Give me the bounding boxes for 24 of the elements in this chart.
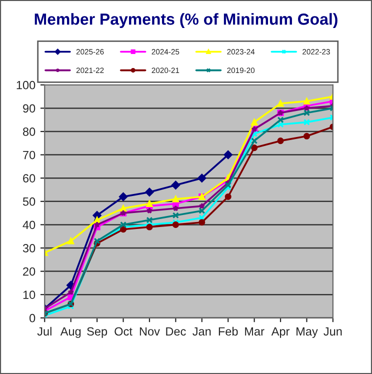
y-tick-label: 100 [16,80,36,90]
x-tick-label: Mar [245,327,264,336]
x-tick-label: Dec [166,327,186,336]
y-tick-label: 10 [23,290,36,299]
y-tick-label: 0 [30,314,36,322]
y-tick-label: 80 [22,128,36,136]
x-tick-label: Nov [140,327,160,336]
x-tick-label: Sep [87,327,108,338]
x-tick-label: Apr [271,327,290,338]
y-tick-label: 20 [23,267,36,276]
y-tick-label: 90 [23,104,36,113]
y-tick-label: 40 [22,220,36,230]
y-tick-label: 30 [22,244,36,252]
x-tick-label: Jun [324,327,342,336]
x-tick-label: Aug [60,327,81,338]
y-tick-label: 60 [23,174,36,182]
chart-title: Member Payments (% of Minimum Goal) [34,13,338,28]
y-tick-label: 50 [22,197,36,206]
x-tick-label: May [296,327,318,338]
y-tick-label: 70 [23,150,36,160]
x-tick-label: Jan [192,327,211,336]
x-tick-label: Jul [37,326,52,336]
x-tick-label: Feb [218,326,238,336]
x-tick-label: Oct [114,327,132,336]
